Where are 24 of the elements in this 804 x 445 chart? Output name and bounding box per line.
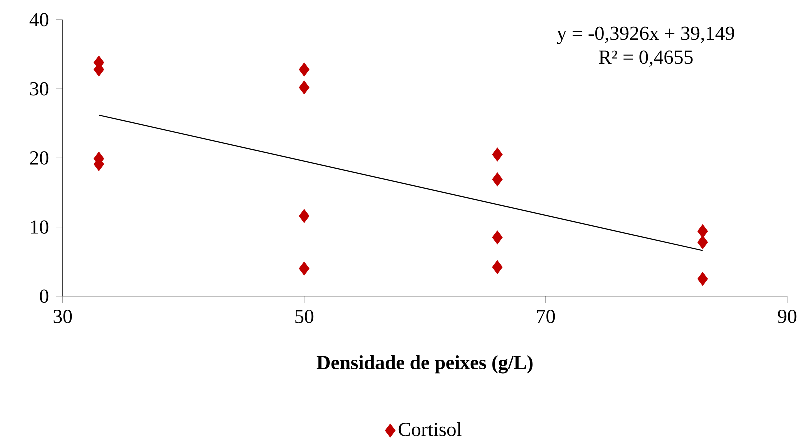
y-tick-label: 10 xyxy=(31,220,49,234)
point xyxy=(492,172,503,186)
point xyxy=(299,62,310,77)
point xyxy=(698,236,708,250)
point xyxy=(492,148,503,162)
point xyxy=(299,262,310,276)
point xyxy=(299,209,310,224)
y-tick-label: 20 xyxy=(30,151,49,165)
x-axis-title: Densidade de peixes (g/L) xyxy=(316,355,533,374)
annotation: y = -0,3926x + 39,149 xyxy=(557,26,734,44)
point xyxy=(492,230,503,245)
point xyxy=(698,224,708,238)
x-tick-label: 30 xyxy=(54,310,72,324)
x-tick-label: 70 xyxy=(537,310,556,324)
y-tick-label: 40 xyxy=(30,13,49,27)
y-tick-label: 30 xyxy=(30,82,49,96)
x-tick-label: 90 xyxy=(778,310,797,324)
point xyxy=(299,80,310,95)
y-tick-label: 0 xyxy=(40,290,49,304)
x-tick-label: 50 xyxy=(296,310,314,324)
point xyxy=(698,272,708,286)
legend-label: Cortisol xyxy=(398,422,462,436)
annotation: R² = 0,4655 xyxy=(599,50,693,67)
point xyxy=(492,260,503,274)
